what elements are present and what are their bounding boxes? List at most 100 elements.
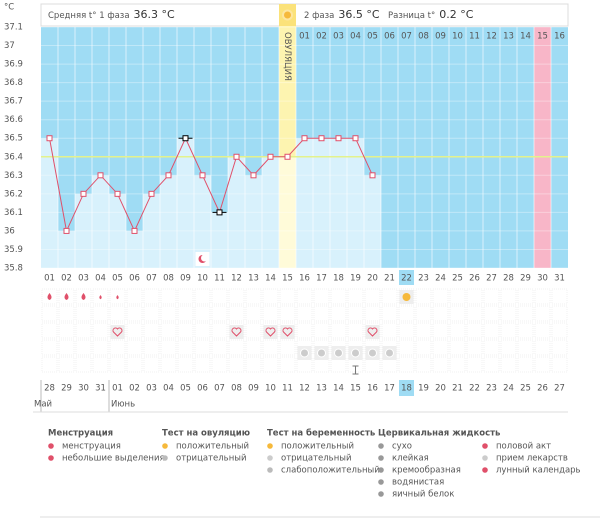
icon-cell — [398, 305, 415, 322]
icon-cell — [483, 322, 500, 339]
icon-cell — [330, 322, 347, 339]
temp-point — [267, 153, 274, 160]
icon-cell — [500, 339, 517, 356]
icon-cell — [517, 288, 534, 305]
icon-cell — [296, 305, 313, 322]
icon-cell — [551, 288, 568, 305]
icon-cell — [415, 322, 432, 339]
temp-bar — [364, 175, 381, 268]
highlight-column — [534, 27, 551, 268]
post-ovulation-day: 02 — [316, 32, 327, 42]
temp-bar — [228, 156, 245, 268]
legend-title: Тест на беременность — [267, 428, 375, 439]
icon-cell — [75, 288, 92, 305]
icon-cell — [279, 339, 296, 356]
legend-item: яичный белок — [392, 490, 454, 500]
temp-bar — [296, 138, 313, 268]
legend-item: сухо — [392, 442, 412, 452]
intercourse-heart — [282, 327, 293, 337]
icon-cell — [517, 356, 534, 373]
legend-item: положительный — [281, 442, 354, 452]
icon-cell — [432, 288, 449, 305]
icon-cell — [194, 288, 211, 305]
icon-cell — [228, 305, 245, 322]
y-tick-label: 36.9 — [4, 60, 23, 70]
legend-icon — [267, 443, 273, 449]
icon-cell — [296, 356, 313, 373]
temp-point — [301, 135, 308, 142]
icon-cell — [296, 339, 313, 356]
icon-cell — [177, 305, 194, 322]
post-ovulation-day: 04 — [350, 32, 361, 42]
legend-icon — [482, 467, 488, 473]
icon-cell — [330, 356, 347, 373]
diff-value: 0.2 °C — [439, 8, 473, 21]
icon-cell — [551, 305, 568, 322]
icon-cell — [449, 356, 466, 373]
icon-cell — [143, 339, 160, 356]
icon-cell — [75, 356, 92, 373]
icon-cell — [279, 356, 296, 373]
icon-cell — [177, 339, 194, 356]
month-label: Май — [34, 400, 52, 410]
icon-cell — [245, 339, 262, 356]
icon-cell — [92, 305, 109, 322]
cycle-day: 31 — [554, 274, 565, 284]
cycle-day: 26 — [469, 274, 480, 284]
icon-cell — [211, 305, 228, 322]
icon-cell — [109, 356, 126, 373]
icon-cell — [75, 322, 92, 339]
cycle-day: 20 — [367, 274, 378, 284]
temp-bar — [58, 230, 75, 268]
post-ovulation-day: 10 — [452, 32, 463, 42]
icon-cell — [517, 339, 534, 356]
icon-cell — [415, 288, 432, 305]
icon-cell — [449, 305, 466, 322]
icon-cell — [126, 356, 143, 373]
icon-cell — [262, 356, 279, 373]
intercourse-box — [365, 325, 380, 339]
icon-cell — [143, 305, 160, 322]
icon-cell — [466, 322, 483, 339]
date: 17 — [384, 384, 395, 394]
post-ovulation-day: 15 — [537, 32, 548, 42]
post-ovulation-day: 14 — [520, 32, 531, 42]
y-tick-label: 36.3 — [4, 171, 23, 181]
cycle-day: 23 — [418, 274, 429, 284]
icon-cell — [483, 288, 500, 305]
y-tick-label: 37.1 — [4, 23, 23, 33]
icon-cell — [160, 322, 177, 339]
icon-cell — [551, 322, 568, 339]
icon-cell — [177, 288, 194, 305]
temp-bar — [160, 175, 177, 268]
date: 29 — [61, 384, 72, 394]
cycle-day: 08 — [163, 274, 174, 284]
legend-icon — [482, 455, 488, 461]
date: 26 — [537, 384, 548, 394]
legend-item: отрицательный — [176, 454, 246, 464]
cycle-day: 14 — [265, 274, 276, 284]
temp-point — [46, 135, 53, 142]
icon-cell — [381, 339, 398, 356]
icon-cell — [534, 305, 551, 322]
date: 05 — [180, 384, 191, 394]
icon-cell — [398, 356, 415, 373]
cycle-day: 27 — [486, 274, 497, 284]
moon-cut — [201, 254, 208, 262]
icon-cell — [262, 288, 279, 305]
icon-cell — [109, 339, 126, 356]
icon-cell — [313, 305, 330, 322]
icon-cell — [466, 305, 483, 322]
date: 02 — [129, 384, 140, 394]
icon-cell — [228, 356, 245, 373]
date: 07 — [214, 384, 225, 394]
intercourse-box — [263, 325, 278, 339]
date: 01 — [112, 384, 123, 394]
cycle-day: 07 — [146, 274, 157, 284]
icon-cell — [415, 356, 432, 373]
icon-cell — [364, 339, 381, 356]
icon-cell — [194, 305, 211, 322]
icon-cell — [109, 288, 126, 305]
y-tick-label: 35.8 — [4, 264, 23, 274]
menstruation-drop — [99, 295, 102, 300]
